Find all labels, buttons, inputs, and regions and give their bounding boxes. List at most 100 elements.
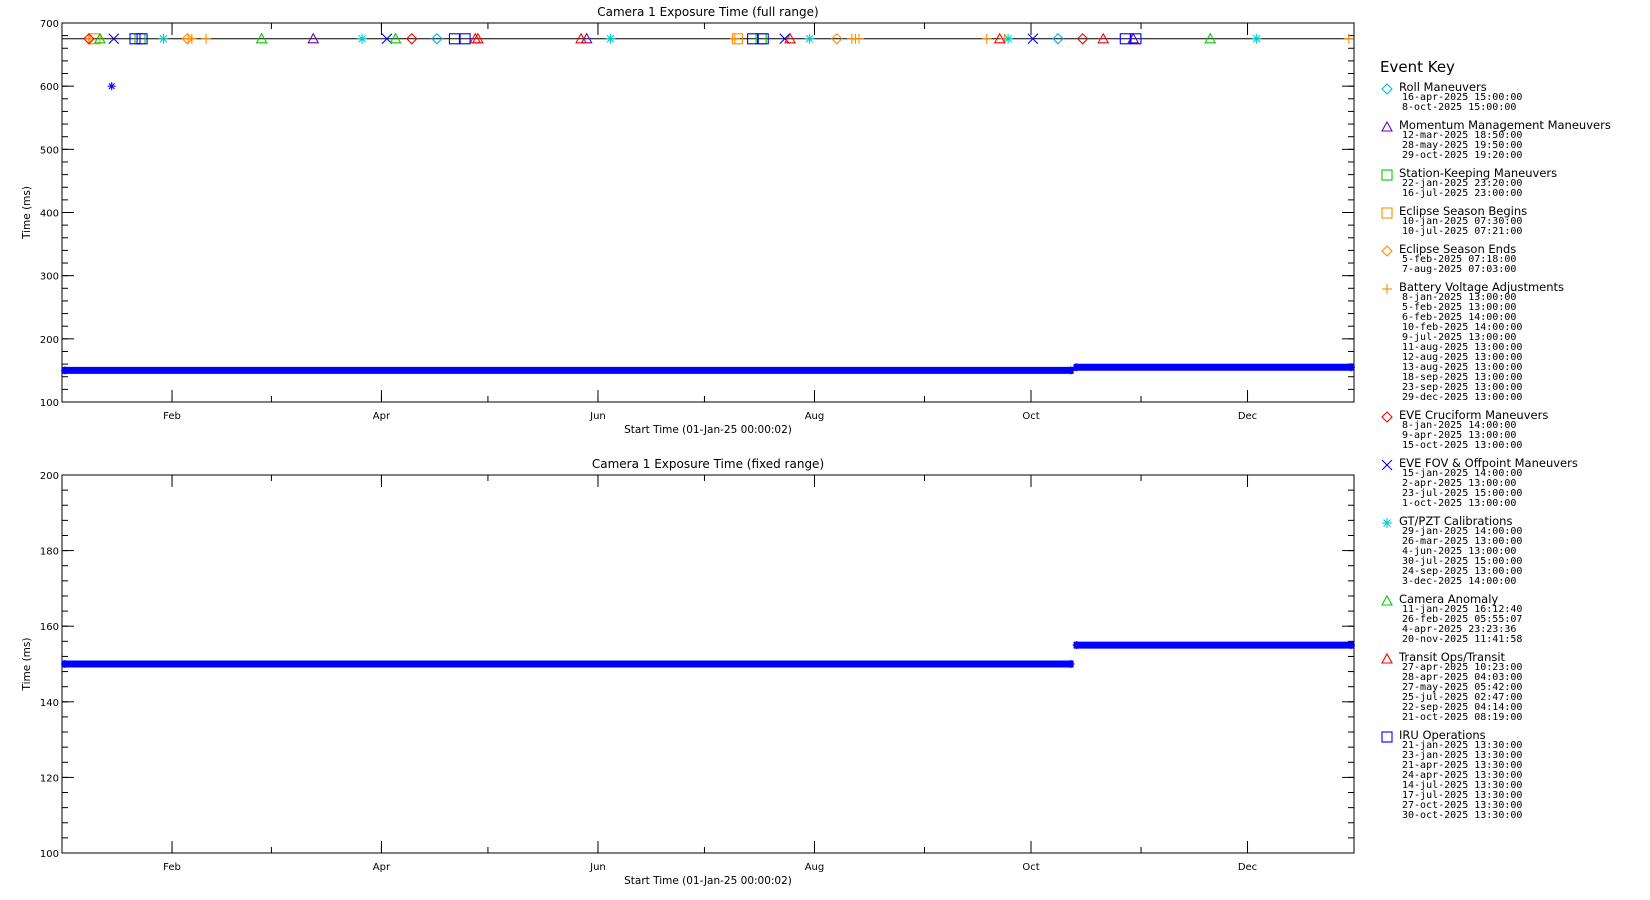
legend-symbol-diamond-icon [1381, 245, 1393, 257]
data-point [61, 660, 69, 668]
event-marker [93, 32, 106, 44]
event-marker [108, 33, 120, 45]
chart-title: Camera 1 Exposure Time (fixed range) [592, 457, 824, 471]
event-marker [307, 32, 320, 44]
y-tick-label: 180 [40, 547, 59, 558]
legend-entry: Roll Maneuvers 16-apr-2025 15:00:00 8-oct-… [1380, 80, 1645, 113]
event-marker [981, 33, 992, 44]
legend-date: 16-jul-2025 23:00:00 [1402, 188, 1523, 199]
legend-marker [1381, 207, 1393, 219]
x-tick-label: Oct [1022, 862, 1039, 873]
event-marker [1119, 33, 1131, 45]
legend-date: 26-mar-2025 13:00:00 [1402, 536, 1523, 547]
event-marker [186, 33, 197, 44]
legend-date: 7-aug-2025 07:03:00 [1402, 264, 1517, 275]
data-point [1072, 363, 1081, 372]
legend-marker [1381, 169, 1393, 181]
legend-marker [1381, 120, 1393, 132]
event-marker [747, 33, 759, 45]
legend-date: 6-feb-2025 14:00:00 [1402, 312, 1517, 323]
event-key-legend: Event Key Roll Maneuvers 16-apr-2025 15:0… [1380, 58, 1645, 828]
event-marker [1052, 33, 1064, 45]
event-marker [1251, 33, 1262, 44]
event-marker [405, 33, 418, 45]
x-axis-label: Start Time (01-Jan-25 00:00:02) [624, 424, 792, 436]
legend-marker [1381, 652, 1393, 664]
x-tick-label: Feb [163, 411, 181, 422]
event-marker [357, 33, 368, 44]
legend-date: 24-sep-2025 13:00:00 [1402, 566, 1523, 577]
legend-date: 1-oct-2025 13:00:00 [1402, 498, 1517, 509]
legend-date: 8-oct-2025 15:00:00 [1402, 102, 1517, 113]
event-marker [389, 32, 402, 44]
data-point [1066, 366, 1075, 375]
legend-date: 12-aug-2025 13:00:00 [1402, 352, 1523, 363]
y-axis-label: Time (ms) [21, 186, 33, 240]
event-marker [255, 32, 268, 44]
legend-marker [1382, 284, 1392, 294]
legend-date: 22-sep-2025 04:14:00 [1402, 702, 1523, 713]
event-marker [1204, 32, 1217, 44]
legend-label: Battery Voltage Adjustments [1399, 280, 1565, 294]
legend-date: 20-nov-2025 11:41:58 [1402, 634, 1523, 645]
legend-entry: Transit Ops/Transit 27-apr-2025 10:23:00 2… [1380, 651, 1645, 723]
charts-area: Camera 1 Exposure Time (full range) Start… [21, 5, 1355, 887]
legend-marker [1381, 83, 1393, 95]
data-point [1072, 641, 1081, 650]
legend-date: 12-mar-2025 18:50:00 [1402, 130, 1523, 141]
event-marker [136, 33, 148, 45]
chart-panel-2: Camera 1 Exposure Time (fixed range) Star… [21, 457, 1355, 887]
legend-date: 5-feb-2025 07:18:00 [1402, 254, 1517, 265]
legend-symbol-square-icon [1381, 169, 1393, 181]
legend-symbol-square-icon [1381, 731, 1393, 743]
event-marker [459, 33, 471, 45]
legend-symbol-triangle-icon [1381, 594, 1393, 606]
event-marker [83, 33, 95, 45]
legend-date: 14-jul-2025 13:30:00 [1402, 780, 1523, 791]
event-marker [83, 33, 94, 44]
x-tick-label: Aug [805, 411, 825, 422]
y-tick-label: 100 [40, 849, 59, 860]
legend-date: 28-may-2025 19:50:00 [1402, 140, 1523, 151]
legend-date: 30-oct-2025 13:30:00 [1402, 810, 1523, 821]
legend-date: 25-jul-2025 02:47:00 [1402, 692, 1523, 703]
y-tick-label: 500 [40, 145, 59, 156]
legend-entries: Roll Maneuvers 16-apr-2025 15:00:00 8-oct-… [1380, 80, 1645, 821]
legend-label: Station-Keeping Maneuvers [1399, 166, 1558, 180]
legend-date: 10-jan-2025 07:30:00 [1402, 216, 1523, 227]
legend-date: 9-jul-2025 13:00:00 [1402, 332, 1517, 343]
legend-date: 15-jan-2025 14:00:00 [1402, 468, 1523, 479]
legend-date: 3-dec-2025 14:00:00 [1402, 576, 1517, 587]
legend-entry: Station-Keeping Maneuvers 22-jan-2025 23:… [1380, 166, 1645, 199]
data-point [1066, 660, 1075, 668]
legend-date: 21-jan-2025 13:30:00 [1402, 740, 1523, 751]
legend-label: Roll Maneuvers [1399, 80, 1487, 94]
legend-date: 21-oct-2025 08:19:00 [1402, 712, 1523, 723]
legend-entry: EVE Cruciform Maneuvers 8-jan-2025 14:00:… [1380, 409, 1645, 451]
legend-symbol-square-icon [1381, 207, 1393, 219]
event-marker [784, 32, 796, 44]
event-marker [605, 33, 616, 44]
event-marker [853, 33, 864, 44]
x-tick-label: Dec [1238, 862, 1257, 873]
event-marker [471, 32, 484, 44]
legend-date: 27-may-2025 05:42:00 [1402, 682, 1523, 693]
legend-label: Camera Anomaly [1399, 592, 1499, 606]
legend-date: 23-jul-2025 15:00:00 [1402, 488, 1523, 499]
y-tick-label: 160 [40, 622, 59, 633]
legend-date: 30-jul-2025 15:00:00 [1402, 556, 1523, 567]
legend-date: 4-apr-2025 23:23:36 [1402, 624, 1517, 635]
legend-symbol-triangle-icon [1381, 120, 1393, 132]
legend-symbol-plus-icon [1382, 284, 1392, 294]
x-axis-label: Start Time (01-Jan-25 00:00:02) [624, 875, 792, 887]
data-point-outlier [107, 82, 116, 91]
legend-date: 5-feb-2025 13:00:00 [1402, 302, 1517, 313]
event-marker [1130, 33, 1142, 45]
event-marker [580, 32, 593, 44]
event-marker [779, 33, 791, 45]
legend-symbol-diamond-icon [1381, 83, 1393, 95]
legend-entry: EVE FOV & Offpoint Maneuvers 15-jan-2025 … [1380, 457, 1645, 509]
legend-entry: Battery Voltage Adjustments 8-jan-2025 13… [1380, 280, 1645, 403]
y-tick-label: 300 [40, 272, 59, 283]
event-marker [448, 33, 460, 45]
